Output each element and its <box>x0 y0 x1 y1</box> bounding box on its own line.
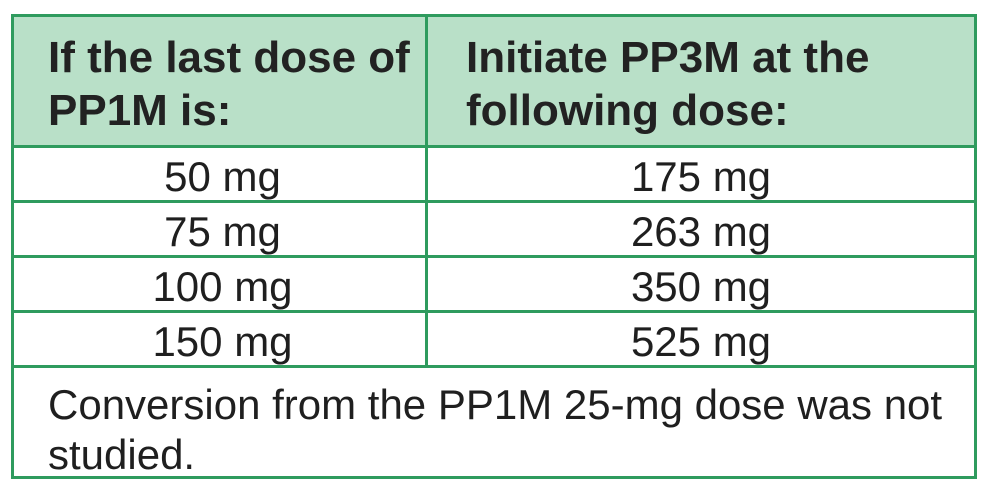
pp1m-dose-cell: 75 mg <box>14 203 428 255</box>
pp3m-dose-cell: 263 mg <box>630 208 772 255</box>
table-row: 100 mg 350 mg <box>14 258 974 313</box>
table-row: 75 mg 263 mg <box>14 203 974 258</box>
dosing-conversion-table: If the last dose of PP1M is: Initiate PP… <box>11 14 977 479</box>
pp1m-dose-cell: 50 mg <box>14 148 428 200</box>
pp3m-dose-cell: 525 mg <box>630 318 772 365</box>
pp1m-dose-cell: 100 mg <box>14 258 428 310</box>
table-row: 50 mg 175 mg <box>14 148 974 203</box>
pp3m-column-header: Initiate PP3M at the following dose: <box>466 33 870 135</box>
pp1m-column-header: If the last dose of PP1M is: <box>14 17 428 145</box>
pp1m-dose-cell: 150 mg <box>14 313 428 365</box>
table-row: 150 mg 525 mg <box>14 313 974 368</box>
pp3m-dose-cell: 350 mg <box>630 263 772 310</box>
pp3m-dose-cell: 175 mg <box>630 153 772 200</box>
table-footnote: Conversion from the PP1M 25-mg dose was … <box>48 381 943 478</box>
table-header-row: If the last dose of PP1M is: Initiate PP… <box>14 17 974 148</box>
